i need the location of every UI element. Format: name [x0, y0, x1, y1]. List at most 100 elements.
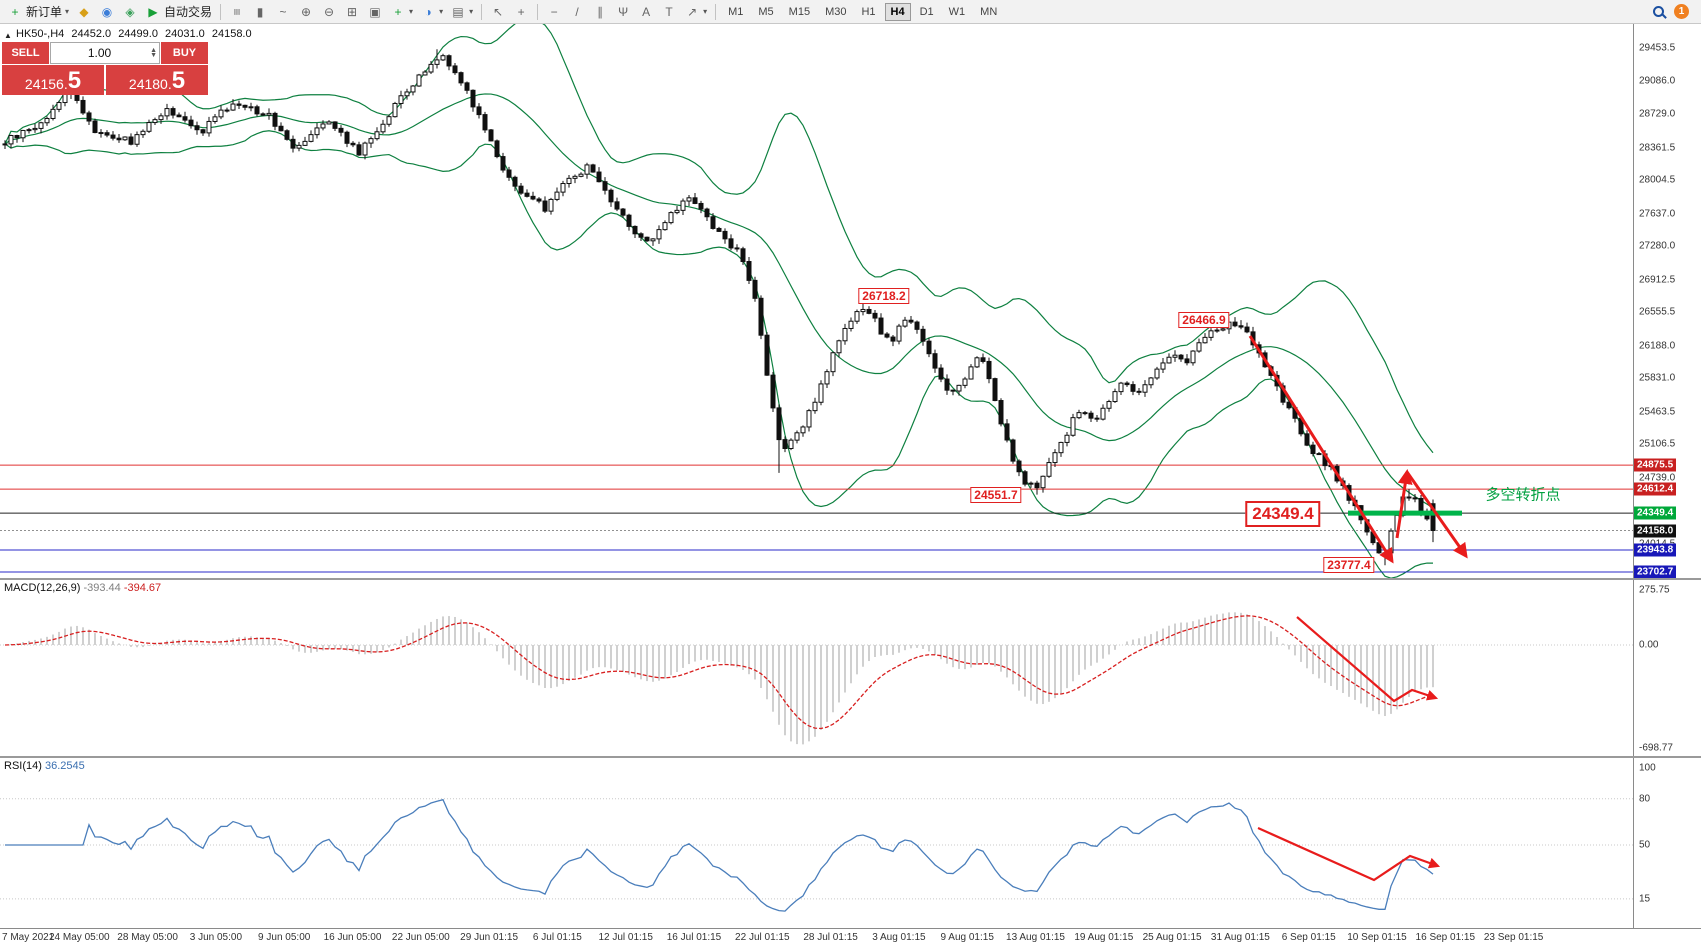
sell-button[interactable]: SELL — [2, 42, 49, 64]
trendline-icon[interactable]: / — [566, 2, 588, 22]
trend-arrow[interactable] — [1395, 469, 1413, 539]
volume-stepper[interactable]: ▲ ▼ — [148, 47, 159, 59]
candlestick-chart-icon[interactable]: ▮ — [249, 2, 271, 22]
chart-ohlc-header: HK50-,H4 24452.0 24499.0 24031.0 24158.0 — [16, 28, 256, 40]
chevron-down-icon: ▾ — [65, 7, 70, 16]
timeframe-w1-button[interactable]: W1 — [948, 5, 966, 18]
price-axis-tick: 28729.0 — [1639, 108, 1676, 120]
turning-point-annotation[interactable]: 多空转折点 — [1485, 486, 1561, 504]
price-annotation[interactable]: 23777.4 — [1323, 557, 1375, 573]
bollinger-band-u — [4, 24, 1434, 454]
trend-arrow[interactable] — [1248, 335, 1394, 564]
timeframe-h4-button[interactable]: H4 — [884, 2, 911, 21]
time-axis-label: 28 May 05:00 — [117, 932, 178, 943]
timeframe-m1-button[interactable]: M1 — [728, 5, 744, 18]
arrange-windows-icon[interactable]: ▣ — [364, 2, 386, 22]
zoom-in-icon[interactable]: ⊕ — [295, 2, 317, 22]
bar-low: 24031.0 — [165, 28, 205, 40]
new-order-button[interactable]: + 新订单 ▾ — [4, 2, 72, 22]
trendline-icon: / — [575, 4, 579, 19]
pane-separator-rsi[interactable] — [0, 756, 1701, 758]
macd-label: MACD(12,26,9) -393.44 -394.67 — [4, 582, 161, 594]
timeframe-m5-button[interactable]: M5 — [758, 5, 774, 18]
buy-price-box[interactable]: 24180. 5 — [106, 65, 208, 95]
timeframe-d1-button[interactable]: D1 — [919, 5, 934, 18]
bar-chart-icon: ≡ — [230, 7, 245, 15]
zoom-out-icon[interactable]: ⊖ — [318, 2, 340, 22]
tile-windows-icon[interactable]: ⊞ — [341, 2, 363, 22]
horizontal-line-icon[interactable]: − — [543, 2, 565, 22]
timeframe-mn-button[interactable]: MN — [980, 5, 998, 18]
toolbar-separator — [537, 3, 539, 20]
quotes-icon[interactable]: ◆ — [73, 2, 95, 22]
chart-shot-icon: ▤ — [452, 4, 464, 19]
strategy-tester-icon[interactable]: ◈ — [119, 2, 141, 22]
market-depth-icon[interactable]: ◉ — [96, 2, 118, 22]
bar-chart-icon[interactable]: ≡ — [226, 2, 248, 22]
price-axis-tick: 26188.0 — [1639, 340, 1676, 352]
chart-shot-icon[interactable]: ▤ ▾ — [447, 2, 476, 22]
price-annotation[interactable]: 24349.4 — [1245, 501, 1321, 527]
price-level-label: 23943.8 — [1634, 543, 1677, 557]
channel-icon[interactable]: ∥ — [589, 2, 611, 22]
arrows-tool-icon[interactable]: ↗ ▾ — [681, 2, 710, 22]
algo-trading-button[interactable]: ▶ 自动交易 — [142, 2, 215, 22]
strategy-tester-icon: ◈ — [125, 4, 135, 19]
zoom-out-icon: ⊖ — [324, 4, 335, 19]
timeframe-m15-button[interactable]: M15 — [788, 5, 811, 18]
sell-price-box[interactable]: 24156. 5 — [2, 65, 104, 95]
time-axis-label: 16 Jul 01:15 — [666, 932, 722, 943]
timeframe-h1-button[interactable]: H1 — [861, 5, 876, 18]
volume-input[interactable]: 1.00 ▲ ▼ — [50, 42, 160, 64]
crosshair-icon[interactable]: + — [510, 2, 532, 22]
buy-button[interactable]: BUY — [161, 42, 208, 64]
trend-arrow[interactable] — [1405, 471, 1468, 559]
toolbar-button-label: 自动交易 — [164, 5, 213, 19]
cursor-icon[interactable]: ↖ — [487, 2, 509, 22]
text-icon[interactable]: A — [635, 2, 657, 22]
time-axis-label: 23 Sep 01:15 — [1483, 932, 1544, 943]
time-axis-label: 12 Jul 01:15 — [598, 932, 653, 943]
line-chart-icon[interactable]: ~ — [272, 2, 294, 22]
label-icon[interactable]: T — [658, 2, 680, 22]
timeframe-m30-button[interactable]: M30 — [825, 5, 847, 18]
crosshair-icon: + — [517, 4, 525, 19]
bar-high: 24499.0 — [118, 28, 158, 40]
sell-price: 24156. — [24, 76, 68, 93]
chevron-down-icon: ▾ — [409, 7, 414, 16]
chevron-down-icon: ▾ — [439, 7, 444, 16]
stepper-down-icon[interactable]: ▼ — [150, 52, 157, 59]
pane-separator-macd[interactable] — [0, 578, 1701, 580]
new-chart-icon[interactable]: + ▾ — [387, 2, 416, 22]
price-axis-tick: 27637.0 — [1639, 208, 1676, 219]
label-icon: T — [665, 4, 673, 19]
price-level-label: 24612.4 — [1634, 482, 1677, 496]
play-icon: ▶ — [148, 4, 158, 19]
trend-arrow[interactable] — [1257, 826, 1441, 882]
period-icon[interactable]: ◑ ▾ — [417, 2, 446, 22]
macd-name: MACD(12,26,9) — [4, 582, 81, 594]
pitchfork-icon: Ψ — [618, 4, 629, 19]
time-axis-label: 3 Jun 05:00 — [189, 932, 243, 943]
sell-price-big-digit: 5 — [67, 67, 82, 94]
rsi-axis-label: 15 — [1639, 893, 1651, 905]
price-level-label: 24349.4 — [1634, 506, 1677, 520]
volume-value[interactable]: 1.00 — [87, 46, 112, 60]
rsi-axis-label: 80 — [1639, 793, 1651, 805]
one-click-panel-toggle[interactable]: ▲ — [4, 31, 12, 40]
search-icon[interactable] — [1653, 6, 1664, 17]
rsi-name: RSI(14) — [4, 760, 42, 772]
price-annotation[interactable]: 24551.7 — [970, 487, 1022, 503]
price-axis-tick: 26912.5 — [1639, 274, 1676, 286]
pitchfork-icon[interactable]: Ψ — [612, 2, 634, 22]
chevron-down-icon: ▾ — [469, 7, 474, 16]
new-order-icon: + — [11, 4, 19, 19]
trend-arrow[interactable] — [1296, 616, 1439, 703]
notification-badge[interactable]: 1 — [1674, 4, 1689, 19]
price-annotation[interactable]: 26466.9 — [1178, 312, 1230, 328]
price-annotation[interactable]: 26718.2 — [858, 288, 910, 304]
stepper-up-icon[interactable]: ▲ — [150, 47, 157, 54]
bar-close: 24158.0 — [211, 28, 252, 40]
